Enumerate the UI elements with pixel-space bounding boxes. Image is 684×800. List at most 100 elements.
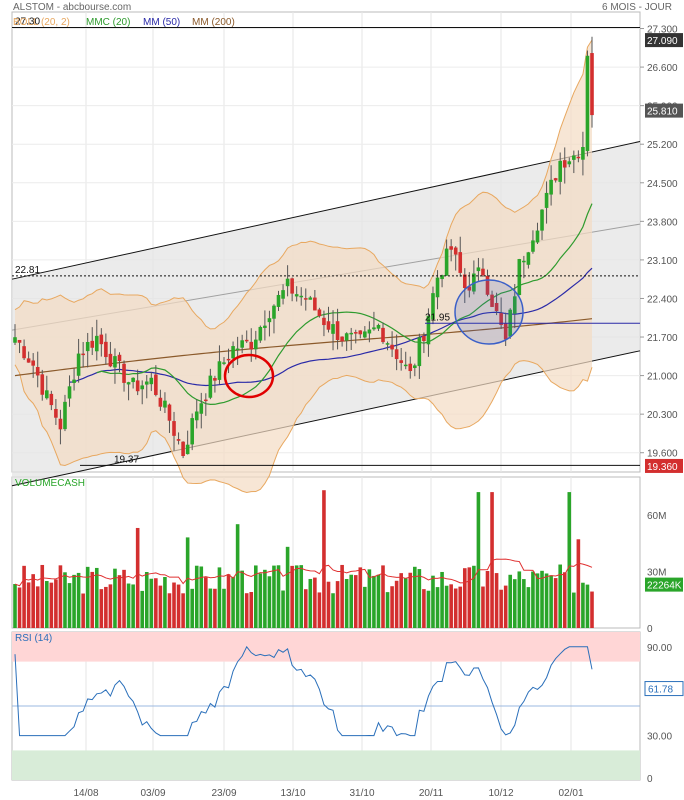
volume-last-badge: 22264K bbox=[647, 581, 682, 592]
volume-bar bbox=[453, 588, 458, 628]
volume-bar bbox=[462, 568, 467, 628]
rsi-line bbox=[14, 645, 593, 737]
volume-bar bbox=[353, 575, 358, 628]
high-badge: 27.090 bbox=[647, 36, 678, 47]
candle-body bbox=[40, 374, 45, 395]
volume-bar bbox=[158, 585, 163, 628]
volume-bar bbox=[167, 593, 172, 628]
volume-bar bbox=[340, 564, 344, 628]
candle-body bbox=[490, 294, 494, 307]
candle-body bbox=[431, 293, 435, 320]
candle-body bbox=[149, 377, 154, 385]
candle-body bbox=[294, 294, 299, 297]
volume-bar bbox=[335, 581, 340, 628]
candle-body bbox=[76, 353, 81, 376]
candle-body bbox=[258, 326, 263, 341]
volume-bar bbox=[40, 564, 45, 628]
volume-bar bbox=[553, 578, 558, 628]
volume-bar bbox=[226, 574, 231, 628]
candle-body bbox=[167, 404, 172, 421]
volume-bar bbox=[403, 578, 408, 628]
candle-body bbox=[26, 358, 31, 363]
volume-bar bbox=[54, 579, 58, 628]
rsi-tick-label: 30.00 bbox=[647, 732, 672, 743]
legend-item: MM (50) bbox=[143, 17, 180, 28]
volume-bar bbox=[185, 537, 190, 628]
volume-bar bbox=[131, 584, 135, 628]
y-tick-label: 21.000 bbox=[647, 372, 678, 383]
volume-bar bbox=[503, 585, 508, 628]
volume-bar bbox=[444, 585, 449, 628]
volume-bar bbox=[113, 568, 117, 628]
volume-bar bbox=[308, 578, 313, 628]
volume-bar bbox=[567, 492, 572, 628]
candle-body bbox=[240, 340, 244, 348]
candle-body bbox=[213, 378, 217, 381]
volume-bar bbox=[394, 580, 399, 628]
candle-body bbox=[231, 346, 235, 359]
volume-bar bbox=[512, 579, 517, 628]
volume-bar bbox=[426, 590, 431, 628]
volume-bar bbox=[26, 582, 31, 628]
y-tick-label: 21.700 bbox=[647, 333, 678, 344]
volume-bar bbox=[85, 566, 90, 628]
candle-body bbox=[317, 309, 322, 317]
candle-body bbox=[449, 246, 453, 250]
volume-bar bbox=[108, 584, 113, 628]
candle-body bbox=[144, 381, 149, 385]
candle-body bbox=[163, 400, 167, 408]
candle-body bbox=[322, 317, 326, 326]
volume-bar bbox=[67, 583, 72, 628]
candle-body bbox=[13, 337, 17, 343]
volume-bar bbox=[558, 564, 562, 628]
candle-body bbox=[54, 408, 58, 418]
candle-body bbox=[244, 339, 249, 342]
candle-body bbox=[458, 252, 463, 273]
candle-body bbox=[131, 377, 135, 383]
high-badge-bg bbox=[645, 33, 683, 48]
volume-bar bbox=[217, 567, 222, 628]
candle-body bbox=[122, 363, 126, 383]
x-tick-label: 31/10 bbox=[349, 788, 374, 799]
candle-body bbox=[572, 155, 576, 160]
candle-body bbox=[372, 327, 376, 330]
volume-bar bbox=[13, 584, 17, 628]
volume-bar bbox=[317, 592, 322, 628]
candle-body bbox=[522, 260, 526, 263]
candle-body bbox=[194, 411, 199, 421]
candle-body bbox=[235, 348, 240, 351]
volume-bar bbox=[117, 575, 122, 628]
rsi-title: RSI (14) bbox=[15, 633, 52, 644]
x-tick-label: 03/09 bbox=[140, 788, 165, 799]
low-badge: 19.360 bbox=[647, 462, 678, 473]
candle-body bbox=[353, 332, 358, 334]
candle-body bbox=[172, 421, 176, 436]
volume-bar bbox=[481, 586, 485, 628]
candle-body bbox=[562, 160, 567, 168]
volume-bar bbox=[372, 575, 376, 628]
volume-bar bbox=[72, 574, 76, 628]
candle-body bbox=[99, 334, 104, 345]
volume-bar bbox=[144, 571, 149, 628]
volume-bar bbox=[376, 574, 381, 628]
volume-bar bbox=[326, 581, 331, 628]
volume-bar bbox=[331, 593, 335, 628]
volume-bar bbox=[540, 570, 544, 628]
rsi-last-badge: 61.78 bbox=[648, 685, 673, 696]
volume-bar bbox=[263, 569, 267, 628]
candle-body bbox=[413, 365, 417, 368]
volume-bar bbox=[154, 578, 158, 628]
x-tick-label: 20/11 bbox=[419, 788, 444, 799]
bollinger-lower bbox=[14, 360, 593, 493]
volume-bar bbox=[104, 586, 108, 628]
candle-body bbox=[558, 160, 562, 182]
y-tick-label: 25.200 bbox=[647, 140, 678, 151]
candle-body bbox=[253, 339, 258, 350]
candle-body bbox=[358, 330, 363, 335]
candle-body bbox=[313, 297, 317, 311]
candle-body bbox=[17, 339, 22, 343]
candle-body bbox=[417, 337, 422, 367]
candle-body bbox=[272, 305, 276, 319]
volume-bar bbox=[390, 586, 394, 628]
candle-body bbox=[422, 335, 426, 342]
